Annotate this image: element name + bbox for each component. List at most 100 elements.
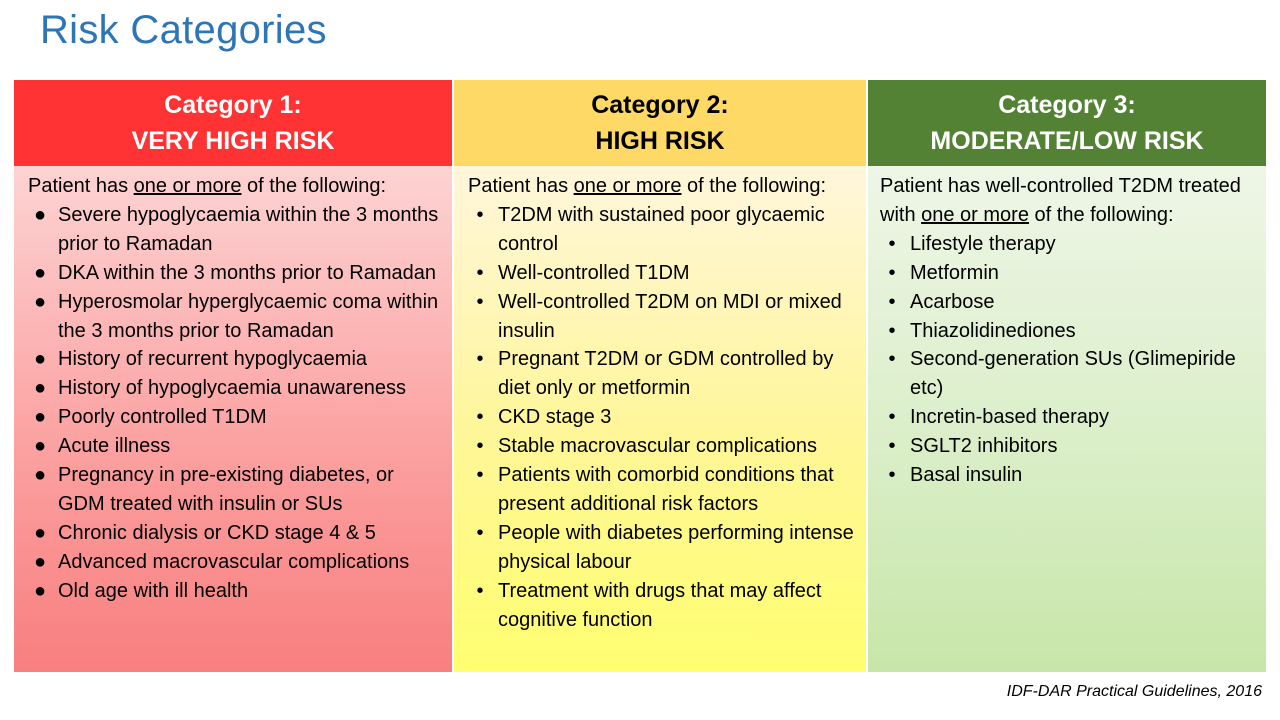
- list-item-text: Well-controlled T1DM: [498, 261, 690, 284]
- category-1-heading-line1: Category 1:: [164, 91, 302, 119]
- category-1-heading-line2: VERY HIGH RISK: [131, 127, 335, 155]
- intro-text: of the following:: [681, 175, 826, 197]
- list-item: ● Poorly controlled T1DM: [28, 403, 442, 432]
- list-item: • T2DM with sustained poor glycaemic cont…: [468, 201, 856, 259]
- category-3-body: Patient has well-controlled T2DM treated…: [868, 166, 1266, 672]
- intro-emphasis: one or more: [573, 175, 682, 197]
- list-item-text: Chronic dialysis or CKD stage 4 & 5: [58, 521, 376, 544]
- list-item: • Treatment with drugs that may affect co…: [468, 577, 856, 635]
- bullet-icon: ●: [33, 550, 47, 573]
- list-item: ● Acute illness: [28, 432, 442, 461]
- category-1-header: Category 1: VERY HIGH RISK: [14, 80, 452, 166]
- category-3-heading-line2: MODERATE/LOW RISK: [930, 127, 1204, 155]
- bullet-icon: •: [888, 290, 896, 313]
- page-title: Risk Categories: [40, 8, 327, 52]
- list-item-text: DKA within the 3 months prior to Ramadan: [58, 261, 436, 284]
- list-item: ● Pregnancy in pre-existing diabetes, or …: [28, 461, 442, 519]
- list-item-text: Basal insulin: [910, 464, 1023, 487]
- list-item-text: People with diabetes performing intense …: [498, 521, 854, 573]
- list-item-text: Stable macrovascular complications: [498, 435, 818, 458]
- list-item-text: Thiazolidinediones: [910, 319, 1076, 342]
- bullet-icon: •: [476, 290, 484, 313]
- intro-text: of the following:: [1028, 203, 1174, 226]
- category-3-intro: Patient has well-controlled T2DM treated…: [880, 172, 1256, 230]
- bullet-icon: ●: [33, 521, 47, 544]
- category-2-body: Patient has one or more of the following…: [454, 166, 866, 672]
- bullet-icon: •: [476, 521, 484, 544]
- bullet-icon: •: [476, 203, 484, 226]
- list-item: ● History of hypoglycaemia unawareness: [28, 374, 442, 403]
- bullet-icon: •: [888, 319, 896, 342]
- category-1-intro: Patient has one or more of the following…: [28, 172, 442, 201]
- list-item-text: Well-controlled T2DM on MDI or mixed ins…: [498, 290, 842, 342]
- list-item-text: Second-generation SUs (Glimepiride etc): [910, 348, 1236, 400]
- category-3-header: Category 3: MODERATE/LOW RISK: [868, 80, 1266, 166]
- bullet-icon: •: [888, 261, 896, 284]
- list-item-text: Hyperosmolar hyperglycaemic coma within …: [58, 290, 439, 342]
- bullet-icon: •: [476, 435, 484, 458]
- list-item-text: T2DM with sustained poor glycaemic contr…: [498, 203, 825, 255]
- list-item: ● History of recurrent hypoglycaemia: [28, 345, 442, 374]
- bullet-icon: •: [476, 579, 484, 602]
- intro-text: Patient has: [28, 175, 134, 197]
- list-item-text: History of hypoglycaemia unawareness: [58, 377, 406, 400]
- list-item-text: Incretin-based therapy: [910, 406, 1110, 429]
- intro-text: Patient has: [468, 175, 574, 197]
- category-2-intro: Patient has one or more of the following…: [468, 172, 856, 201]
- list-item-text: Pregnancy in pre-existing diabetes, or G…: [58, 464, 394, 515]
- list-item: • Pregnant T2DM or GDM controlled by diet…: [468, 345, 856, 403]
- list-item: • Stable macrovascular complications: [468, 432, 856, 461]
- list-item: ● Hyperosmolar hyperglycaemic coma within…: [28, 288, 442, 346]
- bullet-icon: •: [888, 464, 896, 487]
- list-item-text: Advanced macrovascular complications: [58, 550, 410, 573]
- category-2-header: Category 2: HIGH RISK: [454, 80, 866, 166]
- list-item-text: Severe hypoglycaemia within the 3 months…: [58, 203, 439, 255]
- list-item: • Well-controlled T2DM on MDI or mixed in…: [468, 288, 856, 346]
- list-item: ● Old age with ill health: [28, 577, 442, 606]
- category-1-column: Category 1: VERY HIGH RISK Patient has o…: [14, 80, 452, 672]
- category-1-list: ● Severe hypoglycaemia within the 3 month…: [28, 201, 442, 606]
- bullet-icon: ●: [33, 261, 47, 284]
- list-item: • SGLT2 inhibitors: [880, 432, 1256, 461]
- bullet-icon: •: [476, 464, 484, 487]
- list-item: • Basal insulin: [880, 461, 1256, 490]
- list-item: • Well-controlled T1DM: [468, 259, 856, 288]
- citation: IDF-DAR Practical Guidelines, 2016: [1006, 683, 1262, 700]
- category-2-heading-line1: Category 2:: [591, 91, 729, 119]
- bullet-icon: •: [476, 261, 484, 284]
- bullet-icon: ●: [33, 435, 47, 458]
- list-item: • Acarbose: [880, 288, 1256, 317]
- list-item: • Lifestyle therapy: [880, 230, 1256, 259]
- list-item-text: Acute illness: [58, 435, 171, 458]
- category-3-column: Category 3: MODERATE/LOW RISK Patient ha…: [868, 80, 1266, 672]
- bullet-icon: ●: [33, 203, 47, 226]
- bullet-icon: •: [476, 348, 484, 371]
- list-item-text: SGLT2 inhibitors: [910, 435, 1058, 458]
- list-item: ● DKA within the 3 months prior to Ramada…: [28, 259, 442, 288]
- bullet-icon: •: [476, 406, 484, 429]
- bullet-icon: ●: [33, 348, 47, 371]
- list-item-text: History of recurrent hypoglycaemia: [58, 348, 368, 371]
- list-item: • Thiazolidinediones: [880, 317, 1256, 346]
- list-item: ● Advanced macrovascular complications: [28, 548, 442, 577]
- bullet-icon: •: [888, 348, 896, 371]
- list-item: • CKD stage 3: [468, 403, 856, 432]
- list-item: • Metformin: [880, 259, 1256, 288]
- bullet-icon: ●: [33, 579, 47, 602]
- category-1-body: Patient has one or more of the following…: [14, 166, 452, 672]
- category-2-list: • T2DM with sustained poor glycaemic cont…: [468, 201, 856, 635]
- intro-emphasis: one or more: [133, 175, 242, 197]
- list-item: • Patients with comorbid conditions that …: [468, 461, 856, 519]
- list-item-text: Old age with ill health: [58, 579, 249, 602]
- bullet-icon: ●: [33, 377, 47, 400]
- list-item-text: Treatment with drugs that may affect cog…: [498, 579, 822, 631]
- bullet-icon: •: [888, 435, 896, 458]
- list-item-text: Acarbose: [910, 290, 995, 313]
- intro-text: of the following:: [241, 175, 386, 197]
- bullet-icon: •: [888, 406, 896, 429]
- bullet-icon: •: [888, 232, 896, 255]
- intro-text: Patient has well-controlled T2DM treated…: [880, 175, 1241, 226]
- list-item: • People with diabetes performing intense…: [468, 519, 856, 577]
- list-item-text: CKD stage 3: [498, 406, 612, 429]
- list-item-text: Lifestyle therapy: [910, 232, 1056, 255]
